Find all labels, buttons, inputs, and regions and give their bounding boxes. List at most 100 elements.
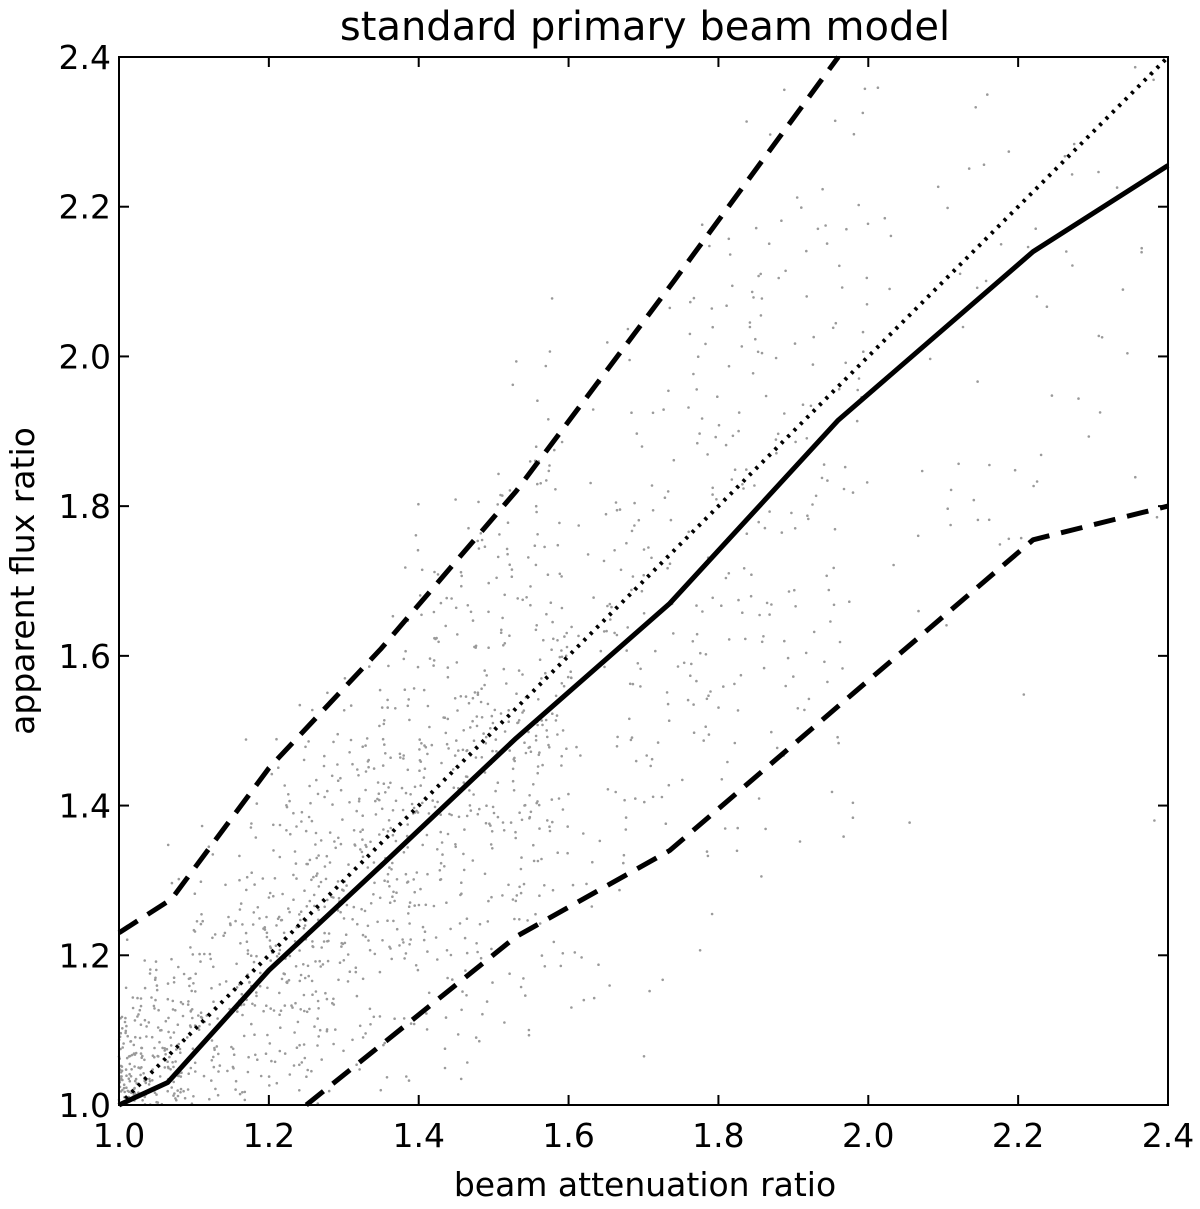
scatter-point: [254, 836, 258, 839]
scatter-point: [489, 824, 492, 827]
scatter-point: [355, 994, 359, 998]
x-axis-label: beam attenuation ratio: [454, 1165, 836, 1204]
scatter-point: [169, 1068, 172, 1071]
scatter-point: [476, 812, 480, 816]
scatter-point: [292, 1064, 296, 1067]
scatter-point: [311, 940, 314, 943]
scatter-point: [558, 572, 562, 576]
scatter-point: [695, 632, 699, 636]
scatter-point: [502, 829, 506, 832]
scatter-point: [711, 325, 714, 329]
scatter-point: [471, 619, 475, 622]
scatter-point: [540, 719, 543, 722]
scatter-point: [539, 482, 542, 485]
scatter-point: [119, 1077, 123, 1081]
scatter-point: [282, 972, 286, 975]
scatter-point: [1153, 819, 1156, 822]
scatter-point: [255, 994, 258, 998]
scatter-point: [515, 692, 518, 695]
scatter-point: [487, 646, 490, 649]
scatter-point: [737, 411, 741, 414]
scatter-point: [543, 884, 546, 887]
scatter-point: [558, 521, 561, 525]
scatter-point: [461, 748, 465, 752]
scatter-point: [563, 635, 566, 638]
scatter-point: [556, 543, 560, 547]
scatter-point: [387, 664, 390, 668]
scatter-point: [453, 697, 457, 700]
scatter-point: [265, 915, 268, 919]
scatter-point: [148, 972, 152, 975]
scatter-point: [764, 827, 767, 831]
scatter-point: [143, 1095, 147, 1099]
scatter-point: [166, 982, 170, 985]
scatter-point: [395, 878, 399, 881]
scatter-point: [745, 468, 748, 471]
scatter-point: [499, 631, 503, 634]
scatter-point: [125, 1074, 128, 1077]
scatter-point: [177, 1042, 181, 1046]
scatter-point: [521, 673, 524, 676]
scatter-point: [238, 854, 241, 858]
scatter-point: [449, 927, 452, 931]
scatter-point: [676, 665, 680, 668]
scatter-point: [506, 521, 510, 524]
scatter-point: [210, 1039, 214, 1042]
scatter-point: [402, 851, 406, 854]
scatter-point: [833, 119, 837, 123]
scatter-point: [635, 432, 639, 435]
scatter-point: [217, 1052, 220, 1056]
x-tick-label: 1.8: [692, 1116, 744, 1155]
scatter-point: [368, 665, 371, 668]
scatter-point: [277, 952, 281, 955]
scatter-point: [750, 573, 753, 576]
scatter-point: [476, 539, 480, 543]
scatter-point: [855, 419, 859, 423]
scatter-point: [812, 630, 816, 634]
scatter-point: [139, 1052, 143, 1055]
scatter-point: [402, 754, 406, 757]
scatter-point: [807, 517, 810, 521]
y-tick-label: 1.6: [59, 637, 111, 676]
scatter-point: [514, 836, 517, 840]
scatter-point: [517, 669, 521, 672]
scatter-point: [249, 954, 253, 957]
scatter-point: [406, 846, 410, 849]
scatter-point: [1098, 411, 1102, 414]
scatter-point: [372, 1015, 376, 1019]
scatter-point: [278, 823, 282, 827]
scatter-point: [622, 861, 625, 865]
scatter-point: [720, 778, 724, 781]
scatter-point: [554, 694, 558, 698]
scatter-point: [246, 1070, 250, 1074]
scatter-point: [768, 613, 771, 616]
scatter-point: [479, 700, 483, 704]
scatter-point: [408, 718, 411, 722]
scatter-point: [650, 484, 654, 487]
scatter-point: [768, 510, 771, 513]
scatter-point: [513, 756, 516, 760]
scatter-point: [538, 922, 542, 925]
series-line-dashed-1: [117, 55, 841, 935]
scatter-point: [381, 939, 384, 942]
scatter-point: [517, 719, 521, 722]
scatter-point: [536, 533, 539, 536]
scatter-point: [477, 500, 480, 504]
scatter-point: [293, 850, 297, 853]
scatter-point: [386, 830, 390, 833]
scatter-point: [422, 938, 426, 942]
scatter-point: [345, 903, 349, 907]
scatter-point: [158, 1075, 162, 1078]
scatter-point: [336, 779, 340, 782]
scatter-point: [844, 361, 847, 365]
scatter-point: [193, 892, 197, 895]
scatter-point: [508, 489, 512, 492]
scatter-point: [244, 931, 248, 935]
scatter-point: [330, 774, 334, 778]
scatter-point: [667, 389, 670, 393]
scatter-point: [468, 789, 471, 792]
scatter-point: [764, 394, 768, 398]
scatter-point: [129, 1040, 132, 1043]
scatter-point: [418, 594, 422, 597]
